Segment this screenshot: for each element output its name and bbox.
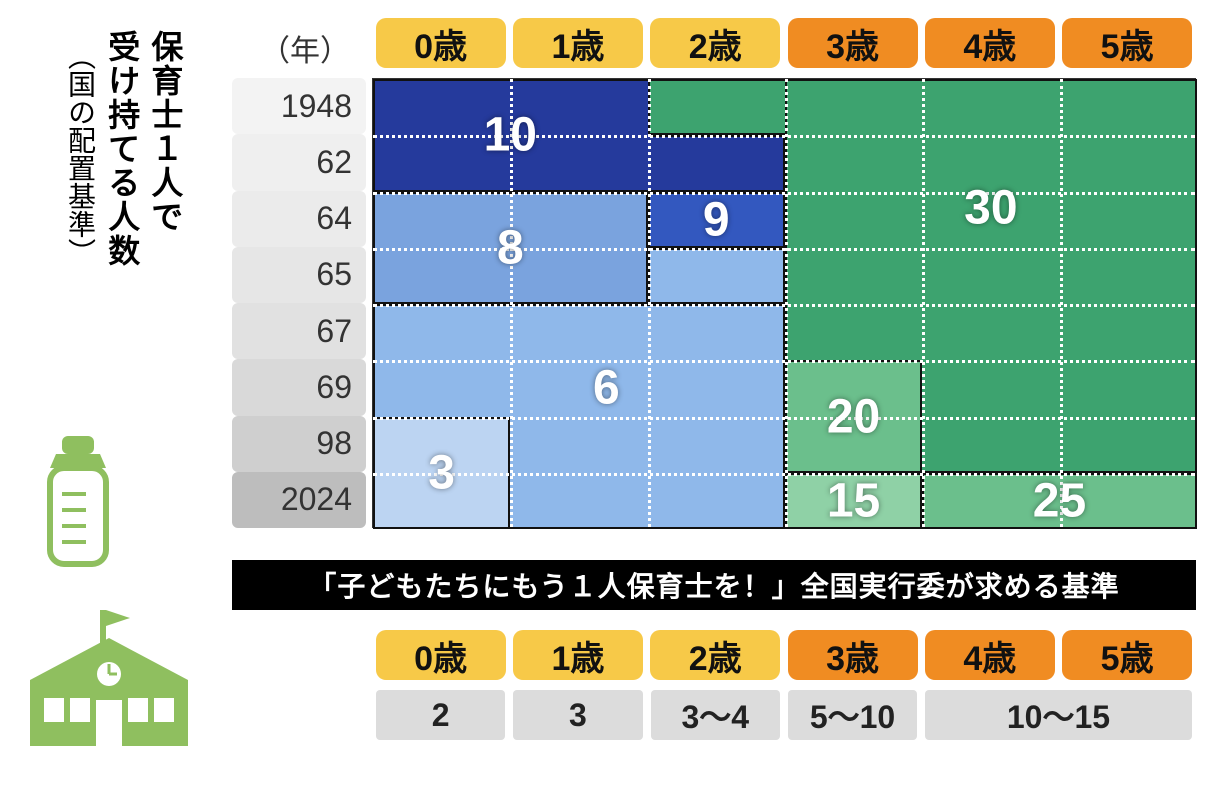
year-row-label: 64 bbox=[232, 191, 366, 247]
year-row-label: 62 bbox=[232, 134, 366, 190]
chart-grid: 10 30 9 8 6 3 20 15 25 bbox=[372, 78, 1196, 528]
grid-line-h bbox=[373, 304, 1195, 307]
year-row-label: 69 bbox=[232, 359, 366, 415]
age-pill: 4歳 bbox=[925, 18, 1055, 68]
proposal-age-pill: 4歳 bbox=[925, 630, 1055, 680]
data-block bbox=[648, 79, 785, 135]
title-sub: （国の配置基準） bbox=[60, 42, 100, 266]
proposal-value-cell: 10〜15 bbox=[925, 690, 1192, 740]
proposal-age-pill: 3歳 bbox=[788, 630, 918, 680]
proposal-age-pill: 1歳 bbox=[513, 630, 643, 680]
block-number: 15 bbox=[827, 473, 880, 528]
age-pill: 0歳 bbox=[376, 18, 506, 68]
title-main: 保育士１人で 受け持てる人数 bbox=[100, 30, 186, 268]
block-number: 20 bbox=[827, 389, 880, 444]
year-row-label: 65 bbox=[232, 247, 366, 303]
age-pill: 1歳 bbox=[513, 18, 643, 68]
age-pill: 3歳 bbox=[788, 18, 918, 68]
grid-line-v bbox=[785, 79, 788, 527]
block-number: 8 bbox=[497, 220, 524, 275]
grid-line-h bbox=[373, 417, 1195, 420]
data-block bbox=[648, 135, 785, 191]
grid-line-v bbox=[1060, 79, 1063, 527]
grid-line-h bbox=[373, 360, 1195, 363]
year-row-label: 67 bbox=[232, 303, 366, 359]
block-number: 30 bbox=[964, 181, 1017, 236]
grid-line-v bbox=[922, 79, 925, 527]
proposal-value-cell: 5〜10 bbox=[788, 690, 917, 740]
year-row-label: 98 bbox=[232, 416, 366, 472]
proposal-value-cell: 2 bbox=[376, 690, 505, 740]
data-block bbox=[648, 248, 785, 304]
year-header: （年） bbox=[260, 26, 350, 70]
proposal-age-pill: 5歳 bbox=[1062, 630, 1192, 680]
proposal-value-cell: 3 bbox=[513, 690, 642, 740]
school-icon bbox=[14, 590, 204, 765]
year-row-label: 1948 bbox=[232, 78, 366, 134]
infographic-root: 保育士１人で 受け持てる人数 （国の配置基準） （年） 0歳1歳2歳3歳4歳5歳… bbox=[0, 0, 1220, 807]
proposal-age-pill: 2歳 bbox=[650, 630, 780, 680]
block-number: 6 bbox=[593, 361, 620, 416]
grid-line-h bbox=[373, 192, 1195, 195]
proposal-age-pill: 0歳 bbox=[376, 630, 506, 680]
age-pill: 2歳 bbox=[650, 18, 780, 68]
proposal-value-cell: 3〜4 bbox=[651, 690, 780, 740]
year-row-label: 2024 bbox=[232, 472, 366, 528]
grid-line-v bbox=[648, 79, 651, 527]
age-pill: 5歳 bbox=[1062, 18, 1192, 68]
baby-bottle-icon bbox=[28, 430, 128, 585]
block-number: 3 bbox=[428, 445, 455, 500]
block-number: 10 bbox=[484, 108, 537, 163]
block-number: 9 bbox=[703, 192, 730, 247]
committee-banner: 「子どもたちにもう１人保育士を！」全国実行委が求める基準 bbox=[232, 560, 1196, 610]
block-number: 25 bbox=[1033, 473, 1086, 528]
